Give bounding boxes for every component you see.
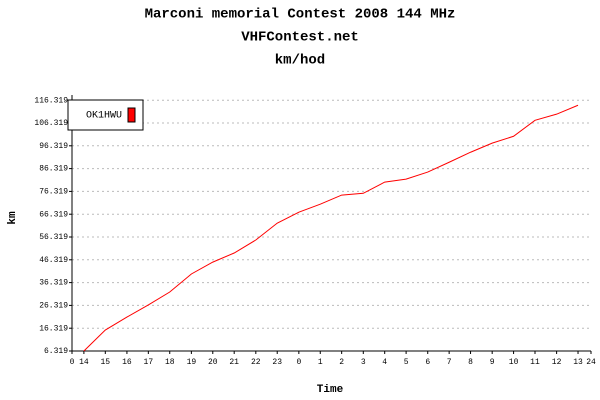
y-tick-label: 96.319	[39, 142, 68, 151]
x-tick-label: 1	[318, 358, 323, 367]
x-tick-label: 0	[70, 358, 75, 367]
data-line	[83, 104, 579, 352]
y-tick-label: 66.319	[39, 210, 68, 219]
x-tick-label: 23	[272, 358, 282, 367]
x-tick-label: 8	[468, 358, 473, 367]
y-tick-label: 76.319	[39, 188, 68, 197]
y-tick-label: 56.319	[39, 233, 68, 242]
x-tick-label: 17	[144, 358, 154, 367]
x-tick-label: 21	[229, 358, 239, 367]
x-tick-label: 2	[339, 358, 344, 367]
x-tick-label: 13	[573, 358, 583, 367]
y-tick-label: 86.319	[39, 165, 68, 174]
y-tick-label: 106.319	[34, 119, 68, 128]
x-tick-label: 6	[425, 358, 430, 367]
x-tick-label: 12	[552, 358, 562, 367]
x-axis-label: Time	[317, 384, 344, 396]
y-tick-label: 116.319	[34, 96, 68, 105]
unit-title: km/hod	[275, 53, 325, 69]
x-tick-label: 16	[122, 358, 132, 367]
legend-label: OK1HWU	[86, 111, 122, 122]
chart-title: Marconi memorial Contest 2008 144 MHz	[145, 7, 456, 23]
y-tick-label: 36.319	[39, 279, 68, 288]
y-axis-label: km	[7, 211, 19, 225]
x-tick-label: 3	[361, 358, 366, 367]
x-tick-label: 10	[509, 358, 519, 367]
y-tick-label: 16.319	[39, 324, 68, 333]
x-tick-label: 0	[296, 358, 301, 367]
x-tick-label: 7	[447, 358, 452, 367]
x-tick-label: 9	[490, 358, 495, 367]
x-tick-label: 18	[165, 358, 175, 367]
x-tick-label: 22	[251, 358, 261, 367]
x-tick-label: 15	[100, 358, 110, 367]
y-tick-label: 6.319	[44, 347, 68, 356]
x-tick-label: 11	[530, 358, 540, 367]
x-tick-label: 14	[79, 358, 89, 367]
chart-subtitle: VHFContest.net	[241, 30, 359, 46]
y-tick-label: 26.319	[39, 302, 68, 311]
x-tick-label: 5	[404, 358, 409, 367]
y-tick-label: 46.319	[39, 256, 68, 265]
x-tick-label: 19	[187, 358, 197, 367]
legend-swatch	[127, 107, 136, 123]
x-tick-label: 4	[382, 358, 387, 367]
x-tick-label: 24	[586, 358, 596, 367]
x-tick-label: 20	[208, 358, 218, 367]
